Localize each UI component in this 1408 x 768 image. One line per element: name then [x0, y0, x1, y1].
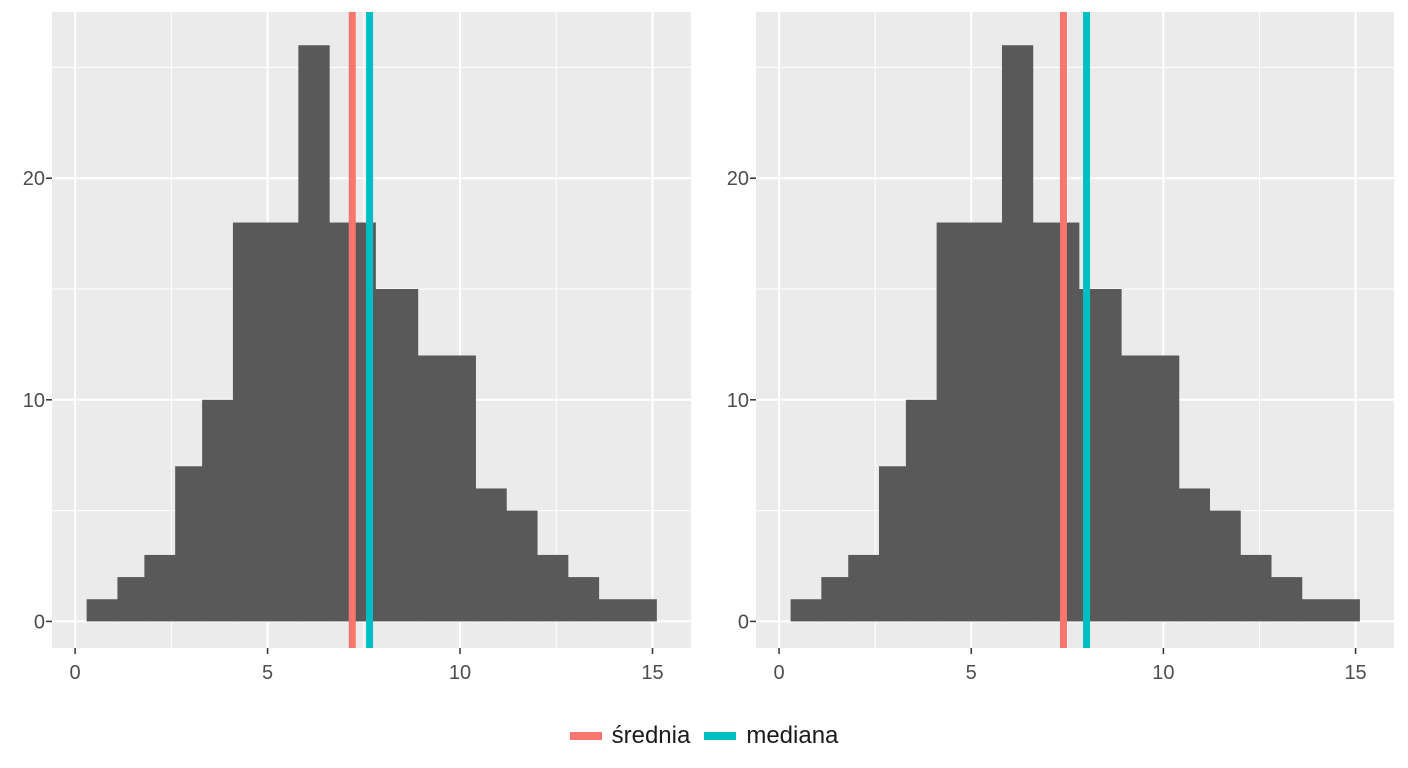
legend-item-median: mediana: [704, 722, 838, 750]
legend-key-mean: [569, 732, 602, 740]
histogram-bar: [567, 577, 600, 622]
y-tick-label: 0: [738, 611, 749, 633]
histogram-bar: [506, 510, 538, 622]
histogram-bar: [267, 222, 299, 622]
x-tick-label: 5: [262, 662, 273, 684]
histogram-bar: [1240, 554, 1272, 622]
histogram-bar: [1001, 45, 1034, 622]
histogram-bar: [971, 222, 1003, 622]
histogram-bar: [878, 466, 907, 622]
histogram-bar: [175, 466, 203, 622]
x-tick-label: 10: [449, 662, 471, 684]
legend-key-median: [704, 732, 737, 740]
histogram-bar: [86, 599, 118, 622]
x-tick-label: 0: [70, 662, 81, 684]
y-tick-label: 10: [727, 390, 749, 412]
legend-label-median: mediana: [746, 722, 839, 749]
x-tick-label: 15: [1344, 662, 1366, 684]
legend-label-mean: średnia: [611, 722, 691, 749]
legend: średnia mediana: [0, 712, 1408, 760]
histogram-bar: [298, 45, 330, 622]
x-tick-label: 5: [966, 662, 977, 684]
x-tick-label: 10: [1152, 662, 1174, 684]
histogram-bar: [1271, 577, 1303, 622]
histogram-bar: [1209, 510, 1241, 622]
histogram-bar: [598, 599, 657, 622]
y-tick-label: 10: [23, 390, 45, 412]
y-tick-label: 20: [727, 168, 749, 190]
histogram-bar: [1301, 599, 1360, 622]
legend-item-mean: średnia: [569, 722, 691, 750]
y-tick-label: 20: [23, 168, 45, 190]
histogram-bar: [117, 577, 145, 622]
histogram-bar: [417, 355, 476, 622]
histogram-bar: [144, 554, 176, 622]
histogram-bar: [821, 577, 849, 622]
x-tick-label: 15: [641, 662, 663, 684]
histogram-bar: [1032, 222, 1080, 622]
panel-2: 0 5 10 15 0 10 20: [727, 12, 1394, 684]
histogram-bar: [475, 488, 507, 622]
histogram-bar: [537, 554, 569, 622]
histogram-bar: [848, 554, 880, 622]
histogram-bar: [202, 399, 234, 622]
histogram-bar: [905, 399, 938, 622]
histogram-bar: [375, 289, 419, 622]
panel-1: 0 5 10 15 0 10 20: [23, 12, 691, 684]
histogram-bar: [1178, 488, 1211, 622]
x-tick-label: 0: [773, 662, 784, 684]
histogram-bar: [1121, 355, 1180, 622]
histogram-bar: [790, 599, 822, 622]
histogram-bar: [936, 222, 972, 622]
histogram-bar: [232, 222, 269, 622]
y-tick-label: 0: [34, 611, 45, 633]
